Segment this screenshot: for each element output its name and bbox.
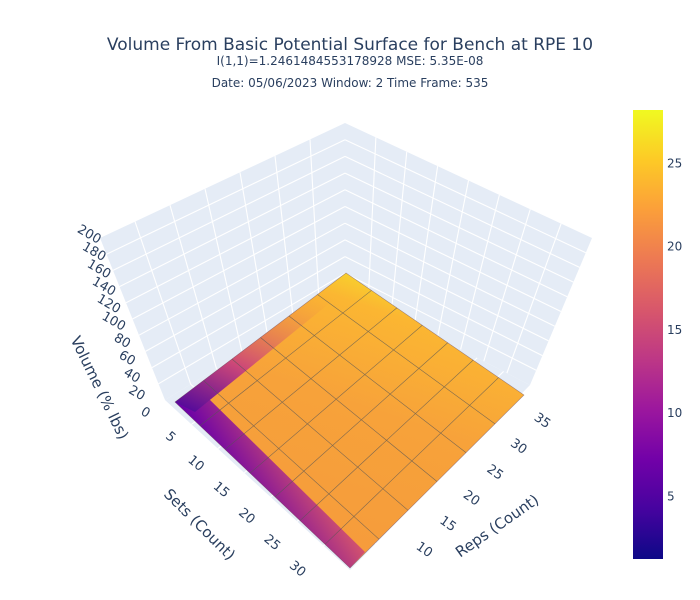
surface-edge-reps — [175, 273, 352, 412]
z-tick-label: 20 — [126, 383, 148, 404]
x-axis-title: Sets (Count) — [160, 485, 239, 564]
z-tick-label: 0 — [138, 404, 153, 421]
y-tick-label: 30 — [507, 436, 529, 458]
colorbar-tick-label: 5 — [667, 490, 675, 504]
surface-outline — [174, 272, 525, 569]
y-tick-label: 20 — [460, 488, 482, 510]
chart-subtitle-meta: Date: 05/06/2023 Window: 2 Time Frame: 5… — [212, 76, 489, 90]
back-pane-left — [100, 123, 345, 400]
colorbar-tick-label: 10 — [667, 406, 682, 420]
colorbar-ticks: 5 10 15 20 25 — [667, 156, 682, 503]
surface-plot — [174, 272, 525, 569]
y-tick-label: 10 — [413, 539, 435, 561]
colorbar-tick-label: 25 — [667, 156, 682, 170]
y-tick-label: 25 — [484, 462, 506, 484]
x-tick-label: 20 — [235, 505, 257, 527]
x-tick-label: 15 — [210, 479, 232, 501]
colorbar-gradient — [633, 110, 663, 559]
z-tick-label: 40 — [121, 365, 143, 386]
colorbar-tick-label: 20 — [667, 240, 682, 254]
x-tick-label: 30 — [286, 558, 308, 580]
y-tick-label: 15 — [437, 513, 459, 535]
z-tick-label: 80 — [111, 331, 133, 352]
x-tick-label: 5 — [162, 429, 178, 446]
x-tick-label: 25 — [261, 532, 283, 554]
colorbar-tick-label: 15 — [667, 323, 682, 337]
surface-edge-sets — [175, 398, 365, 568]
colorbar: 5 10 15 20 25 — [633, 110, 682, 559]
y-tick-label: 35 — [531, 410, 553, 432]
chart-subtitle-stats: I(1,1)=1.2461484553178928 MSE: 5.35E-08 — [217, 54, 484, 68]
x-tick-label: 10 — [184, 453, 206, 475]
z-tick-label: 60 — [116, 348, 138, 369]
surface-mesh — [199, 290, 499, 545]
chart-title: Volume From Basic Potential Surface for … — [107, 35, 593, 55]
